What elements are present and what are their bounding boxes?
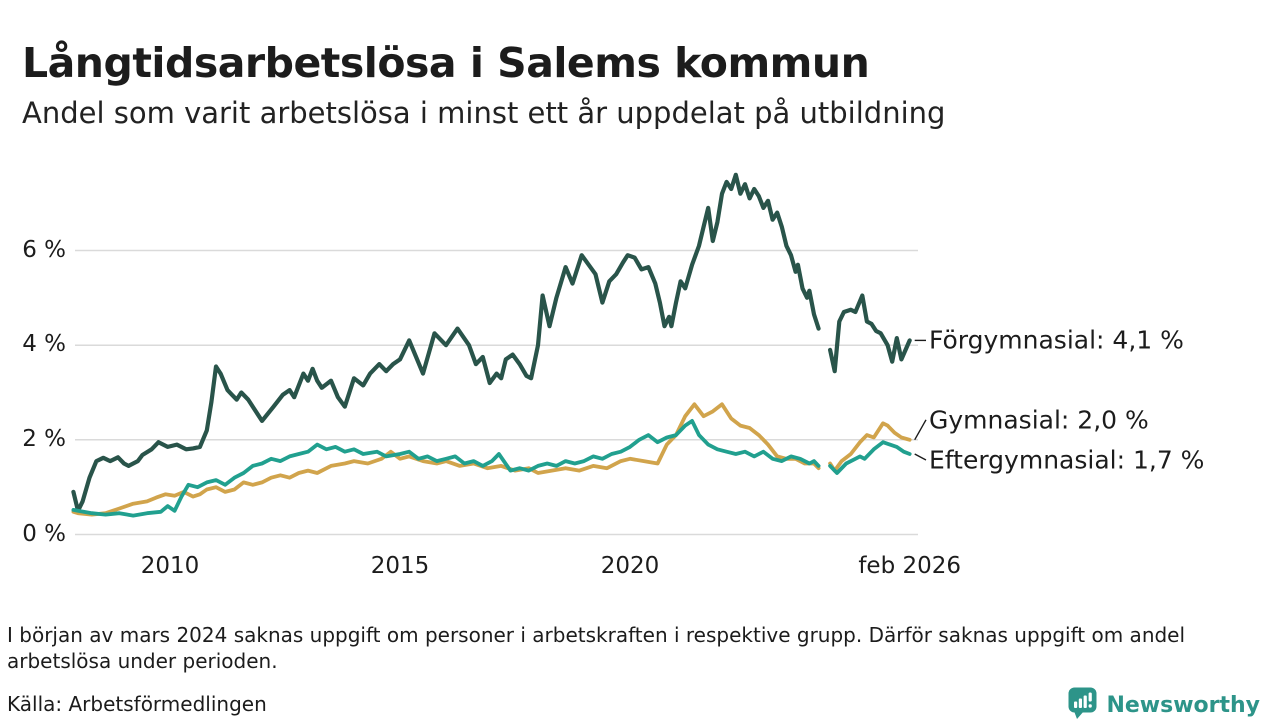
- newsworthy-logo-text: Newsworthy: [1106, 693, 1260, 718]
- series-label-eftergymnasial: Eftergymnasial: 1,7 %: [929, 445, 1205, 475]
- y-axis-tick-label: 4 %: [22, 331, 66, 358]
- page-title: Långtidsarbetslösa i Salems kommun: [22, 39, 870, 88]
- line-gymnasial: [828, 421, 912, 473]
- line-forgymnasial: [827, 293, 912, 374]
- newsworthy-bubble-chart-icon: [1068, 687, 1098, 724]
- label-connector-eftergymnasial: [914, 453, 927, 461]
- y-axis-tick-label: 0 %: [22, 520, 66, 547]
- series-label-forgymnasial: Förgymnasial: 4,1 %: [929, 325, 1184, 355]
- line-eftergymnasial: [828, 440, 912, 475]
- line-eftergymnasial: [71, 418, 821, 518]
- line-forgymnasial: [71, 172, 821, 513]
- label-connector-gymnasial: [914, 419, 927, 441]
- newsworthy-logo: Newsworthy: [1068, 687, 1260, 724]
- y-axis-tick-label: 2 %: [22, 425, 66, 452]
- series-label-gymnasial: Gymnasial: 2,0 %: [929, 405, 1149, 435]
- y-axis: 0 % 2 % 4 % 6 %: [0, 0, 66, 720]
- chart-footnote: I början av mars 2024 saknas uppgift om …: [7, 623, 1186, 673]
- chart-subtitle: Andel som varit arbetslösa i minst ett å…: [22, 96, 946, 130]
- line-gymnasial: [71, 402, 821, 517]
- y-axis-tick-label: 6 %: [22, 236, 66, 263]
- source-credit: Källa: Arbetsförmedlingen: [7, 692, 267, 716]
